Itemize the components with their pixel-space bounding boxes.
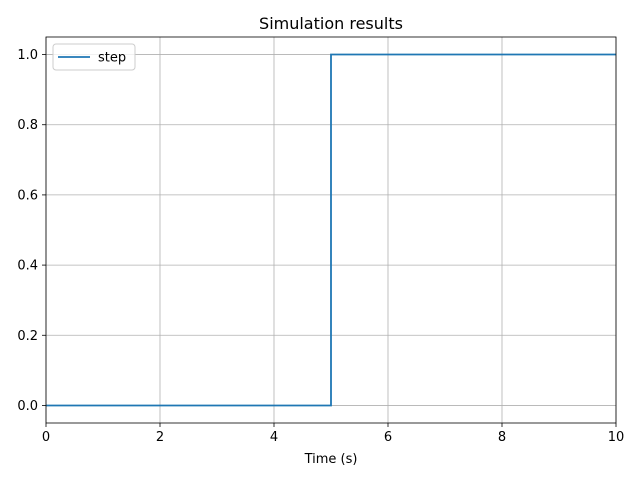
- y-tick-label: 0.6: [17, 188, 38, 203]
- x-tick-label: 10: [608, 430, 625, 445]
- legend-label: step: [98, 51, 126, 66]
- x-tick-label: 0: [42, 430, 50, 445]
- legend-box: [52, 43, 136, 71]
- y-tick-label: 0.0: [17, 399, 38, 414]
- y-tick-label: 0.4: [17, 259, 38, 274]
- series-line-step: [46, 53, 616, 407]
- y-tick-label: 1.0: [17, 48, 38, 63]
- chart-title: Simulation results: [259, 14, 403, 33]
- x-tick-label: 4: [270, 430, 278, 445]
- x-tick-label: 2: [156, 430, 164, 445]
- axes-frame: [45, 36, 617, 424]
- y-tick-label: 0.2: [17, 329, 38, 344]
- x-axis: 0 2 4 6 8 10: [42, 423, 624, 445]
- series-layer: [46, 53, 616, 407]
- x-tick-label: 6: [384, 430, 392, 445]
- legend: step: [52, 43, 136, 71]
- y-tick-label: 0.8: [17, 118, 38, 133]
- x-axis-label: Time (s): [304, 452, 358, 467]
- y-axis: 0.0 0.2 0.4 0.6 0.8 1.0: [17, 48, 46, 414]
- x-tick-label: 8: [498, 430, 506, 445]
